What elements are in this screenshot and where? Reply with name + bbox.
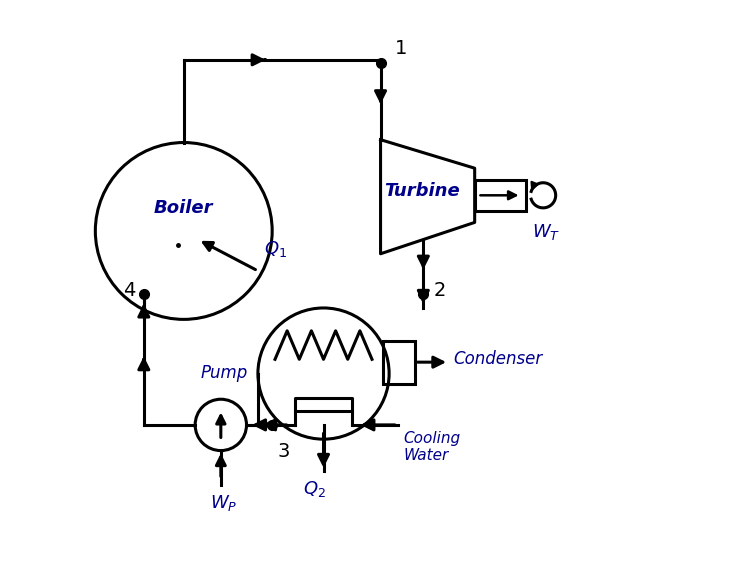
Text: $W_P$: $W_P$ xyxy=(210,494,237,513)
Text: 1: 1 xyxy=(395,39,407,58)
Text: Cooling
Water: Cooling Water xyxy=(403,431,461,463)
Text: 2: 2 xyxy=(434,281,446,300)
Text: $W_T$: $W_T$ xyxy=(532,222,560,242)
Text: 4: 4 xyxy=(123,281,135,300)
Text: Pump: Pump xyxy=(200,364,247,382)
Text: $Q_2$: $Q_2$ xyxy=(304,479,327,499)
Text: Boiler: Boiler xyxy=(154,199,214,217)
Text: $Q_1$: $Q_1$ xyxy=(263,240,286,259)
Text: 3: 3 xyxy=(278,442,290,461)
Bar xyxy=(475,180,526,211)
Bar xyxy=(383,341,415,384)
Text: Turbine: Turbine xyxy=(384,182,460,200)
Text: Condenser: Condenser xyxy=(454,350,543,368)
